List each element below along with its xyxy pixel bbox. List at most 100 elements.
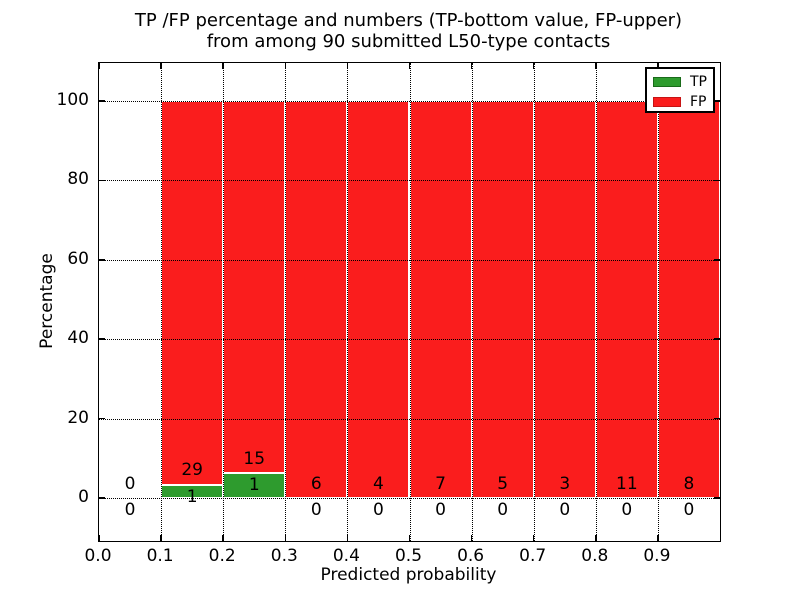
- x-tick-mark-top: [408, 63, 411, 69]
- bar-segment-fp: [347, 101, 410, 498]
- fp-count-label: 0: [124, 473, 136, 494]
- chart-title-line1: TP /FP percentage and numbers (TP-bottom…: [134, 10, 683, 31]
- grid-line-v: [533, 63, 535, 541]
- grid-line-v: [223, 63, 225, 541]
- x-tick-mark-top: [98, 63, 100, 69]
- fp-count-label: 5: [497, 473, 509, 494]
- y-tick-mark-right: [714, 179, 720, 182]
- bar-segment-fp: [657, 101, 720, 498]
- x-tick-mark: [595, 535, 597, 541]
- tp-count-label: 0: [497, 499, 509, 520]
- x-tick-label: 0.9: [643, 546, 671, 566]
- grid-line-v: [657, 63, 659, 541]
- y-tick-label: 80: [67, 169, 89, 190]
- plot-area: 0 0 29 1 15 1 6 0 4 0 7 0 5 0 3 0 11 0 8 0: [98, 62, 721, 542]
- y-tick-mark: [99, 497, 105, 499]
- x-tick-label: 0.6: [457, 546, 485, 566]
- grid-line-v: [595, 63, 597, 541]
- y-tick-mark: [99, 259, 105, 261]
- x-tick-label: 0.0: [84, 546, 112, 566]
- x-tick-mark-top: [346, 63, 349, 69]
- x-tick-label: 0.5: [394, 546, 423, 566]
- x-tick-mark: [222, 535, 224, 541]
- grid-line-v: [161, 63, 163, 541]
- x-tick-label: 0.8: [581, 546, 609, 566]
- legend-row-tp: TP: [653, 72, 713, 92]
- legend-row-fp: FP: [653, 92, 713, 112]
- x-tick-mark: [532, 535, 535, 541]
- y-tick-mark: [99, 100, 105, 102]
- bar-segment-tp: [223, 473, 286, 498]
- x-tick-mark: [160, 535, 162, 541]
- grid-line-v: [409, 63, 411, 541]
- tp-count-label: 0: [683, 499, 695, 520]
- x-tick-mark: [657, 535, 659, 541]
- x-tick-label: 0.1: [146, 546, 174, 566]
- x-tick-mark: [470, 535, 473, 541]
- fp-count-label: 29: [181, 460, 203, 481]
- y-tick-label: 20: [67, 407, 89, 428]
- x-tick-label: 0.7: [519, 546, 547, 566]
- x-tick-label: 0.2: [208, 546, 236, 566]
- tp-count-label: 1: [186, 486, 198, 507]
- x-tick-mark-top: [595, 63, 597, 69]
- tp-count-label: 0: [621, 499, 633, 520]
- bar-segment-fp: [161, 101, 224, 485]
- x-tick-mark: [98, 535, 100, 541]
- y-tick-mark-right: [714, 100, 720, 102]
- y-tick-label: 0: [78, 487, 89, 507]
- x-tick-mark-top: [284, 63, 287, 69]
- x-tick-label: 0.3: [270, 546, 298, 566]
- x-tick-mark: [408, 535, 411, 541]
- x-tick-mark: [284, 535, 287, 541]
- fp-count-label: 8: [683, 473, 695, 494]
- annotation-layer: 0 0 29 1 15 1 6 0 4 0 7 0 5 0 3 0 11 0 8 0: [99, 63, 720, 541]
- tp-count-label: 0: [124, 499, 136, 520]
- fp-count-label: 3: [559, 473, 571, 494]
- fp-count-label: 4: [373, 473, 384, 494]
- y-tick-label: 100: [56, 90, 89, 110]
- y-tick-label: 60: [67, 248, 89, 269]
- bar-segment-fp: [409, 101, 472, 498]
- y-tick-mark: [99, 338, 105, 340]
- bar-segment-fp: [533, 101, 596, 498]
- y-tick-mark-right: [714, 417, 720, 420]
- fp-legend-label: FP: [690, 94, 707, 110]
- tp-legend-swatch: [653, 77, 681, 87]
- chart-title-line2: from among 90 submitted L50-type contact…: [206, 31, 611, 52]
- y-tick-mark: [99, 179, 105, 182]
- fp-count-label: 11: [616, 473, 638, 494]
- tp-count-label: 0: [435, 499, 446, 520]
- bar-segment-fp: [223, 101, 286, 474]
- grid-line-v: [347, 63, 349, 541]
- fp-count-label: 15: [243, 448, 266, 469]
- chart-title: TP /FP percentage and numbers (TP-bottom…: [98, 10, 719, 52]
- bar-segment-fp: [471, 101, 534, 498]
- x-tick-mark-top: [160, 63, 162, 69]
- fp-count-label: 6: [310, 473, 322, 494]
- grid-line-v: [471, 63, 473, 541]
- grid-layer: [99, 63, 720, 541]
- fp-count-label: 7: [435, 473, 446, 494]
- tp-count-label: 0: [310, 499, 322, 520]
- y-tick-mark: [99, 417, 105, 420]
- y-tick-mark-right: [714, 259, 720, 261]
- x-tick-mark-top: [657, 63, 659, 69]
- x-axis-title: Predicted probability: [320, 565, 497, 585]
- x-tick-label: 0.4: [332, 546, 360, 566]
- y-tick-mark-right: [714, 497, 720, 499]
- bar-segment-fp: [595, 101, 658, 498]
- tick-layer: [98, 63, 720, 541]
- tp-count-label: 0: [373, 499, 384, 520]
- grid-line-v: [285, 63, 287, 541]
- y-tick-mark-right: [714, 338, 720, 340]
- y-tick-label: 40: [67, 328, 89, 349]
- bar-segment-fp: [285, 101, 348, 498]
- y-axis-title: Percentage: [37, 253, 57, 349]
- fp-legend-swatch: [653, 97, 681, 107]
- x-tick-mark-top: [532, 63, 535, 69]
- tp-count-label: 1: [248, 475, 260, 496]
- x-tick-mark: [346, 535, 349, 541]
- x-tick-mark-top: [222, 63, 224, 69]
